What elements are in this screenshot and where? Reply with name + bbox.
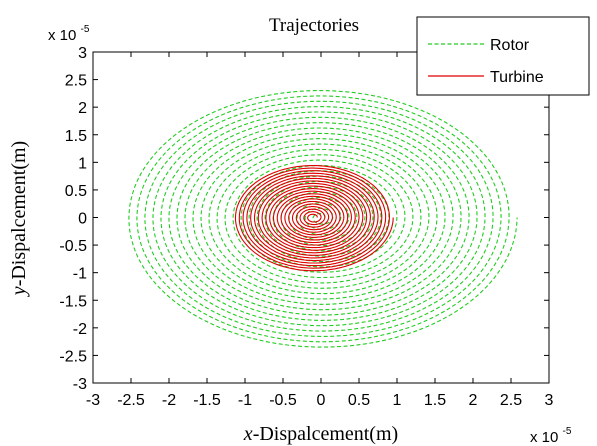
- series-turbine-trajectory: [234, 165, 394, 272]
- x-multiplier-exponent: -5: [563, 426, 572, 437]
- x-tick-label: -3: [86, 392, 100, 409]
- y-tick-label: -0.5: [59, 238, 87, 255]
- legend-rotor-label: Rotor: [490, 37, 530, 54]
- x-axis-multiplier: x 10 -5: [530, 426, 572, 446]
- y-axis-label-var: y: [8, 286, 30, 297]
- series-rotor-trajectory: [128, 90, 518, 348]
- x-tick-label: -0.5: [269, 392, 297, 409]
- x-tick-label: 0: [317, 392, 326, 409]
- x-axis-label-var: x: [243, 423, 253, 445]
- y-multiplier-base: x 10: [48, 27, 76, 44]
- x-tick-label: -1.5: [193, 392, 221, 409]
- y-tick-label: 2.5: [65, 73, 87, 90]
- y-multiplier-exponent: -5: [81, 24, 90, 35]
- y-tick-label: 0.5: [65, 183, 87, 200]
- legend: Rotor Turbine: [416, 16, 590, 96]
- legend-box: [416, 16, 590, 96]
- x-tick-label: 0.5: [348, 392, 370, 409]
- x-multiplier-base: x 10: [530, 429, 558, 446]
- ticks-layer: -3 -2.5 -2 -1.5 -1 -0.5 0 0.5 1 1.5 2 2.5 3 3 2.5 2 1.5 1…: [59, 45, 553, 409]
- y-tick-label: -3: [73, 376, 87, 393]
- x-tick-label: -2.5: [117, 392, 145, 409]
- y-tick-label: -2.5: [59, 348, 87, 365]
- y-tick-label: -2: [73, 321, 87, 338]
- legend-turbine-label: Turbine: [490, 69, 544, 86]
- y-tick-label: -1: [73, 266, 87, 283]
- x-tick-label: -2: [162, 392, 176, 409]
- y-axis-label: y-Dispalcement(m): [8, 141, 30, 297]
- chart-title: Trajectories: [269, 15, 359, 36]
- y-tick-label: 1: [78, 155, 87, 172]
- y-axis-multiplier: x 10 -5: [48, 24, 90, 44]
- x-tick-label: 1: [393, 392, 402, 409]
- x-axis-label-rest: -Dispalcement(m): [253, 423, 399, 445]
- x-tick-label: 2.5: [500, 392, 522, 409]
- y-axis-label-rest: -Dispalcement(m): [8, 141, 30, 287]
- y-tick-label: -1.5: [59, 293, 87, 310]
- y-tick-label: 1.5: [65, 128, 87, 145]
- x-tick-label: 3: [545, 392, 554, 409]
- y-tick-label: 2: [78, 100, 87, 117]
- x-tick-label: -1: [238, 392, 252, 409]
- series-layer: [128, 90, 518, 348]
- x-tick-label: 2: [469, 392, 478, 409]
- y-tick-label: 0: [78, 211, 87, 228]
- y-tick-label: 3: [78, 45, 87, 62]
- x-axis-label: x-Dispalcement(m): [243, 423, 398, 445]
- x-tick-label: 1.5: [424, 392, 446, 409]
